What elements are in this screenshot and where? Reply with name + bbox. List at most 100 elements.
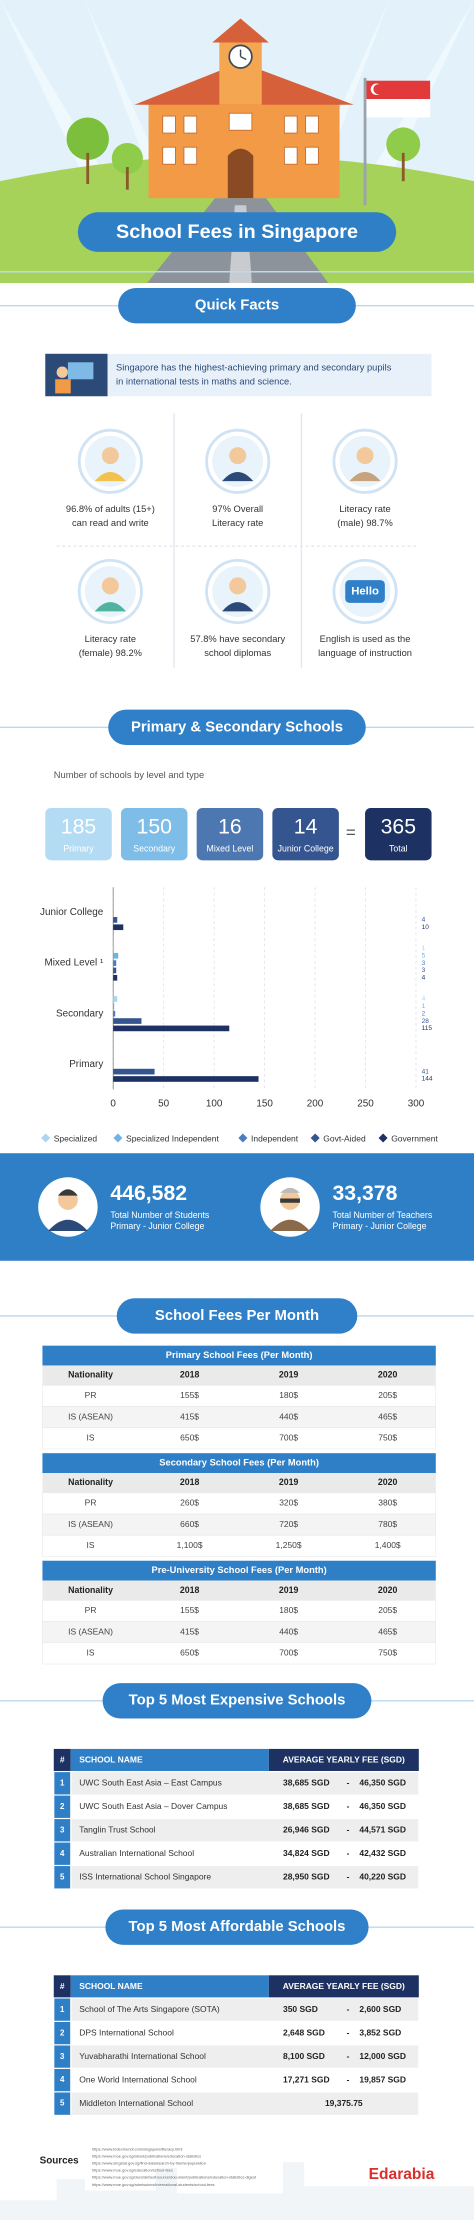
value-label: 10 — [422, 924, 430, 931]
school-name: School of The Arts Singapore (SOTA) — [79, 2004, 220, 2014]
rank-column: # — [60, 1754, 65, 1764]
fee-separator: - — [347, 1848, 350, 1858]
fee-high: 42,432 SGD — [359, 1848, 406, 1858]
value-label: 41 — [422, 1068, 430, 1075]
section-pill — [118, 288, 356, 324]
fee-table-cell: 380$ — [378, 1498, 397, 1508]
sources-label: Sources — [40, 2155, 80, 2166]
bar — [113, 974, 118, 981]
level-tile — [272, 807, 339, 861]
fee-table-header — [42, 1580, 436, 1601]
fee-table-cell: IS (ASEAN) — [68, 1411, 113, 1421]
rank-column: SCHOOL NAME — [79, 1981, 143, 1991]
bar — [113, 945, 115, 952]
school-name: DPS International School — [79, 2027, 174, 2037]
x-tick-label: 300 — [408, 1098, 425, 1109]
fee-table-row — [42, 1492, 437, 1515]
value-label: 4 — [422, 917, 426, 924]
fee-table-column: Nationality — [68, 1585, 113, 1595]
fee-low: 26,946 SGD — [283, 1825, 330, 1835]
fee-table-cell: 780$ — [378, 1519, 397, 1529]
fee-table-cell: 440$ — [279, 1626, 298, 1636]
source-link: https://www.moe.gov.sg/education/school-… — [92, 2168, 173, 2173]
tree — [66, 117, 109, 160]
value-label: 1 — [422, 945, 426, 952]
rank-number: 5 — [60, 2099, 65, 2108]
fact-icon-head — [101, 447, 119, 465]
fee-table-cell: 660$ — [180, 1519, 199, 1529]
legend-label: Specialized — [54, 1133, 98, 1143]
fee-table-cell: IS (ASEAN) — [68, 1519, 113, 1529]
value-label: 1 — [422, 1003, 426, 1010]
student-icon — [38, 1177, 98, 1237]
stat-label: Total Number of Students — [110, 1210, 210, 1220]
fee-high: 40,220 SGD — [359, 1871, 406, 1881]
fee-table-cell: 650$ — [180, 1648, 199, 1658]
tile-label: Total — [389, 843, 408, 853]
bar — [113, 1010, 116, 1017]
fee-table-cell: 1,400$ — [375, 1540, 401, 1550]
door — [227, 148, 254, 199]
section-pill — [108, 709, 366, 746]
fact-icon-head — [229, 577, 247, 595]
tile-value: 14 — [294, 815, 318, 838]
fee-table-column: 2020 — [378, 1585, 398, 1595]
fee-low: 38,685 SGD — [283, 1801, 330, 1811]
fee-table-column: 2018 — [180, 1585, 200, 1595]
fact-icon-body — [94, 471, 126, 482]
rank-header-fee — [268, 1975, 419, 1998]
rank-num-cell — [53, 1864, 72, 1890]
tile-value: 365 — [381, 815, 416, 838]
school-name: UWC South East Asia – Dover Campus — [79, 1801, 227, 1811]
value-label: 4 — [422, 975, 426, 982]
fee-high: 2,600 SGD — [359, 2004, 401, 2014]
bar — [113, 952, 119, 959]
rank-header-name — [70, 1975, 269, 1998]
level-tile — [120, 807, 188, 861]
section-heading: School Fees Per Month — [155, 1308, 319, 1324]
school-name: ISS International School Singapore — [79, 1871, 211, 1881]
value-label: 115 — [422, 1025, 433, 1032]
fee-table-cell: 465$ — [378, 1411, 397, 1421]
rank-column: SCHOOL NAME — [79, 1754, 143, 1764]
bar — [113, 1068, 155, 1075]
rank-header-num — [53, 1748, 71, 1772]
section-heading: Top 5 Most Expensive Schools — [129, 1693, 346, 1709]
fee-table-column: Nationality — [68, 1370, 113, 1380]
rank-number: 2 — [60, 1802, 65, 1811]
value-label: 4 — [422, 996, 426, 1003]
section-pill — [116, 1298, 358, 1334]
rank-num-cell — [53, 2091, 72, 2116]
total-tile — [365, 807, 432, 861]
x-tick-label: 50 — [158, 1098, 170, 1109]
tile-label: Junior College — [278, 843, 334, 853]
tree-trunk — [125, 167, 129, 190]
y-tick-label: Secondary — [56, 1008, 103, 1019]
fee-table-title: Pre-University School Fees (Per Month) — [152, 1565, 327, 1575]
fee-table-column: 2018 — [180, 1477, 200, 1487]
x-tick-label: 200 — [307, 1098, 324, 1109]
fee-table-cell: 650$ — [180, 1433, 199, 1443]
fact-icon-body — [349, 471, 381, 482]
fee-table-cell: 1,250$ — [276, 1540, 302, 1550]
fact-text: 57.8% have secondary — [190, 634, 285, 644]
tile-label: Secondary — [133, 843, 176, 853]
skyline — [0, 2162, 474, 2221]
teacher-icon — [260, 1177, 320, 1237]
fee-low: 2,648 SGD — [283, 2027, 325, 2037]
fee-table-header — [42, 1473, 436, 1493]
brand: Edarabia — [369, 2166, 435, 2183]
stat-sub: Primary - Junior College — [110, 1221, 204, 1231]
bar — [113, 917, 118, 923]
tile-value: 185 — [61, 815, 96, 838]
fee-table-header — [42, 1365, 436, 1386]
y-tick-label: Mixed Level ¹ — [44, 958, 104, 969]
fee-table-cell: IS — [87, 1540, 95, 1550]
fee-low: 38,685 SGD — [283, 1778, 330, 1788]
value-label: 3 — [422, 967, 426, 974]
fee-table-column: 2019 — [279, 1585, 299, 1595]
page-title: School Fees in Singapore — [116, 221, 358, 243]
fee-table-cell: 320$ — [279, 1498, 298, 1508]
intro-text: in international tests in maths and scie… — [116, 377, 292, 387]
tile-value: 150 — [137, 815, 172, 838]
